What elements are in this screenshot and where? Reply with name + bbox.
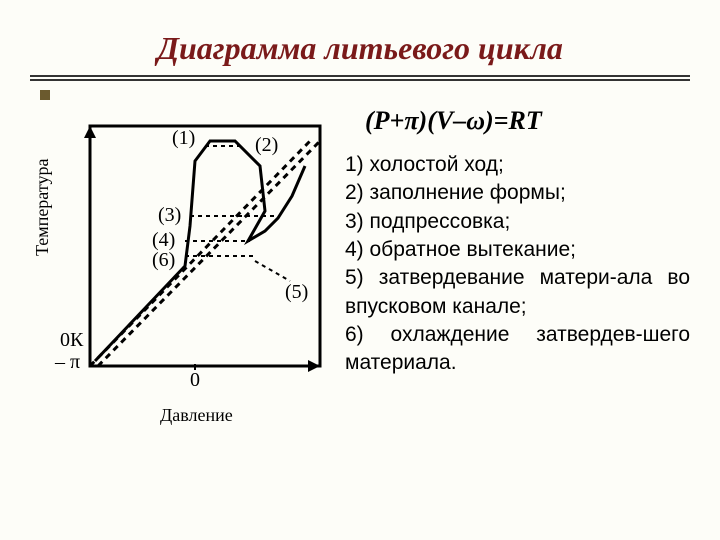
page-title: Диаграмма литьевого цикла xyxy=(30,30,690,67)
cycle-curve xyxy=(95,141,305,361)
dash-diag-2 xyxy=(98,141,320,366)
formula: (P+π)(V–ω)=RT xyxy=(365,106,690,136)
legend-5: 5) затвердевание матери-ала во впусковом… xyxy=(345,264,690,321)
divider-bottom xyxy=(30,79,690,81)
legend-1: 1) холостой ход; xyxy=(345,151,690,179)
legend: 1) холостой ход; 2) заполнение формы; 3)… xyxy=(345,151,690,378)
content-row: Температура Давление 0К – π 0 xyxy=(30,106,690,426)
right-panel: (P+π)(V–ω)=RT 1) холостой ход; 2) заполн… xyxy=(345,106,690,426)
ann-1: (1) xyxy=(172,127,195,149)
legend-4: 4) обратное вытекание; xyxy=(345,236,690,264)
diagram: Температура Давление 0К – π 0 xyxy=(30,106,330,426)
legend-6: 6) охлаждение затвердев-шего материала. xyxy=(345,321,690,378)
xtick-0: 0 xyxy=(190,369,200,391)
x-axis-label: Давление xyxy=(160,405,233,426)
divider-top xyxy=(30,75,690,77)
legend-3: 3) подпрессовка; xyxy=(345,208,690,236)
ann-3: (3) xyxy=(158,204,181,226)
ytick-pi: – π xyxy=(54,351,80,373)
x-arrow-icon xyxy=(308,360,320,372)
diagram-svg: 0К – π 0 (1) (2) (3) (4) (6) (5) xyxy=(30,106,330,406)
y-arrow-icon xyxy=(84,126,96,138)
bullet-icon xyxy=(40,90,50,100)
ann-5: (5) xyxy=(285,281,308,303)
leader-5 xyxy=(255,261,290,281)
ytick-0k: 0К xyxy=(60,329,84,351)
legend-2: 2) заполнение формы; xyxy=(345,179,690,207)
ann-4: (4) xyxy=(152,229,175,251)
ann-6: (6) xyxy=(152,249,175,271)
ann-2: (2) xyxy=(255,134,278,156)
